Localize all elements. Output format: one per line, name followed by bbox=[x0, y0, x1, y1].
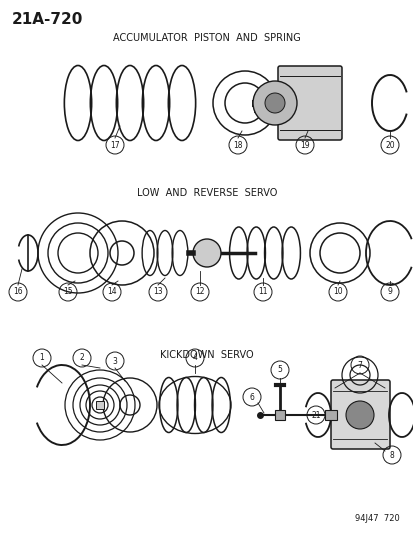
Text: 15: 15 bbox=[63, 287, 73, 296]
Text: KICKDOWN  SERVO: KICKDOWN SERVO bbox=[160, 350, 253, 360]
Text: 10: 10 bbox=[332, 287, 342, 296]
Text: 16: 16 bbox=[13, 287, 23, 296]
Text: 21: 21 bbox=[311, 410, 320, 419]
Text: 21A-720: 21A-720 bbox=[12, 12, 83, 27]
Text: LOW  AND  REVERSE  SERVO: LOW AND REVERSE SERVO bbox=[136, 188, 277, 198]
Text: 19: 19 bbox=[299, 141, 309, 149]
FancyBboxPatch shape bbox=[277, 66, 341, 140]
Text: 20: 20 bbox=[384, 141, 394, 149]
Text: 6: 6 bbox=[249, 392, 254, 401]
Text: 9: 9 bbox=[387, 287, 392, 296]
Text: 18: 18 bbox=[233, 141, 242, 149]
Text: 11: 11 bbox=[258, 287, 267, 296]
Text: 12: 12 bbox=[195, 287, 204, 296]
Text: 5: 5 bbox=[277, 366, 282, 375]
FancyBboxPatch shape bbox=[324, 410, 336, 420]
FancyBboxPatch shape bbox=[96, 401, 104, 409]
FancyBboxPatch shape bbox=[330, 380, 389, 449]
Text: 14: 14 bbox=[107, 287, 116, 296]
Text: 13: 13 bbox=[153, 287, 162, 296]
Text: ACCUMULATOR  PISTON  AND  SPRING: ACCUMULATOR PISTON AND SPRING bbox=[113, 33, 300, 43]
Text: 4: 4 bbox=[192, 353, 197, 362]
Circle shape bbox=[264, 93, 284, 113]
Circle shape bbox=[252, 81, 296, 125]
Text: 3: 3 bbox=[112, 357, 117, 366]
Circle shape bbox=[345, 401, 373, 429]
Text: 8: 8 bbox=[389, 450, 394, 459]
Text: 2: 2 bbox=[79, 353, 84, 362]
Text: 94J47  720: 94J47 720 bbox=[354, 514, 399, 523]
Circle shape bbox=[192, 239, 221, 267]
Text: 17: 17 bbox=[110, 141, 119, 149]
FancyBboxPatch shape bbox=[274, 410, 284, 420]
Text: 7: 7 bbox=[357, 360, 361, 369]
Text: 1: 1 bbox=[40, 353, 44, 362]
